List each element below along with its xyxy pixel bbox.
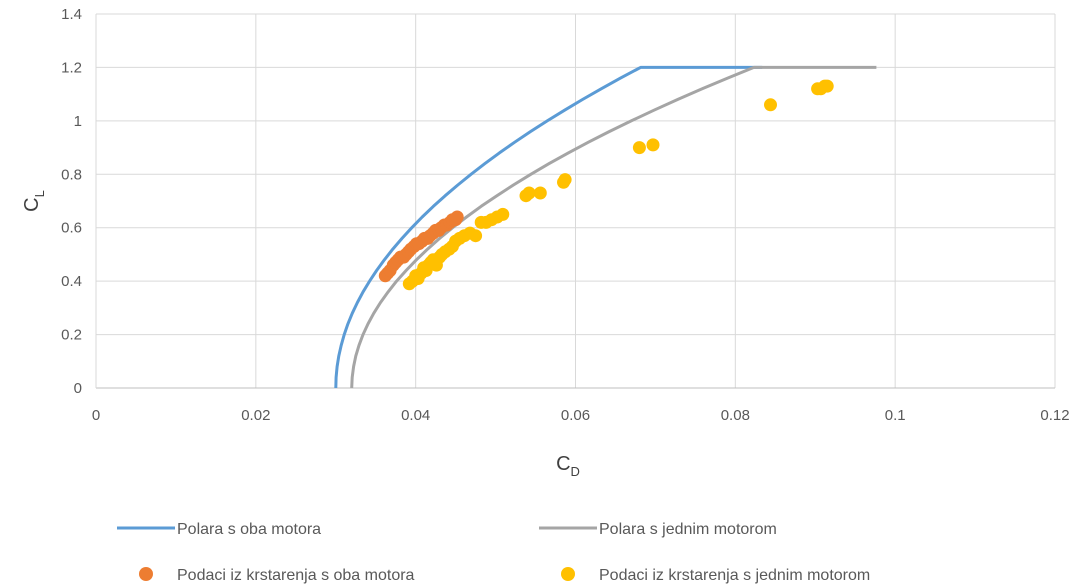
data-point-series-3 xyxy=(646,138,660,152)
x-tick-label: 0.02 xyxy=(241,407,270,424)
data-point-series-3 xyxy=(522,186,536,200)
data-point-series-3 xyxy=(764,98,777,112)
tick-labels: 0 0.2 0.4 0.6 0.8 1 1.2 1.4 0 0.02 0.04 0.06 0.08 0.1… xyxy=(61,6,1069,424)
x-tick-label: 0 xyxy=(92,407,100,424)
data-point-series-3 xyxy=(558,173,572,187)
data-point-series-3 xyxy=(820,79,834,93)
data-point-series-3 xyxy=(533,186,547,200)
y-tick-label: 0 xyxy=(74,380,82,397)
x-tick-label: 0.08 xyxy=(721,407,750,424)
data-point-series-2 xyxy=(450,210,464,224)
legend-label-podaci-oba: Podaci iz krstarenja s oba motora xyxy=(177,567,415,584)
x-tick-label: 0.04 xyxy=(401,407,430,424)
data-point-series-3 xyxy=(632,141,646,155)
y-tick-label: 1.2 xyxy=(61,59,82,76)
series-line-0 xyxy=(334,65,763,389)
legend-label-polara-jednim: Polara s jednim motorom xyxy=(599,521,777,538)
axes xyxy=(95,14,1055,389)
legend-swatch-podaci-jednim xyxy=(561,567,575,581)
data-point-series-3 xyxy=(469,229,483,243)
y-tick-label: 0.4 xyxy=(61,273,82,290)
x-tick-label: 0.06 xyxy=(561,407,590,424)
y-tick-label: 0.2 xyxy=(61,327,82,344)
legend-label-polara-oba: Polara s oba motora xyxy=(177,521,321,538)
x-tick-label: 0.12 xyxy=(1040,407,1069,424)
series-points xyxy=(378,79,834,291)
x-axis-title: CD xyxy=(556,453,580,479)
legend-label-podaci-jednim: Podaci iz krstarenja s jednim motorom xyxy=(599,567,870,584)
y-tick-label: 0.6 xyxy=(61,220,82,237)
data-point-series-3 xyxy=(496,207,510,221)
y-tick-label: 1 xyxy=(74,113,82,130)
y-axis-title: CL xyxy=(21,190,47,212)
legend: Polara s oba motora Polara s jednim moto… xyxy=(117,521,870,584)
gridlines xyxy=(96,13,1056,388)
y-tick-label: 0.8 xyxy=(61,166,82,183)
x-tick-label: 0.1 xyxy=(885,407,906,424)
legend-swatch-podaci-oba xyxy=(139,567,153,581)
y-tick-label: 1.4 xyxy=(61,6,82,23)
